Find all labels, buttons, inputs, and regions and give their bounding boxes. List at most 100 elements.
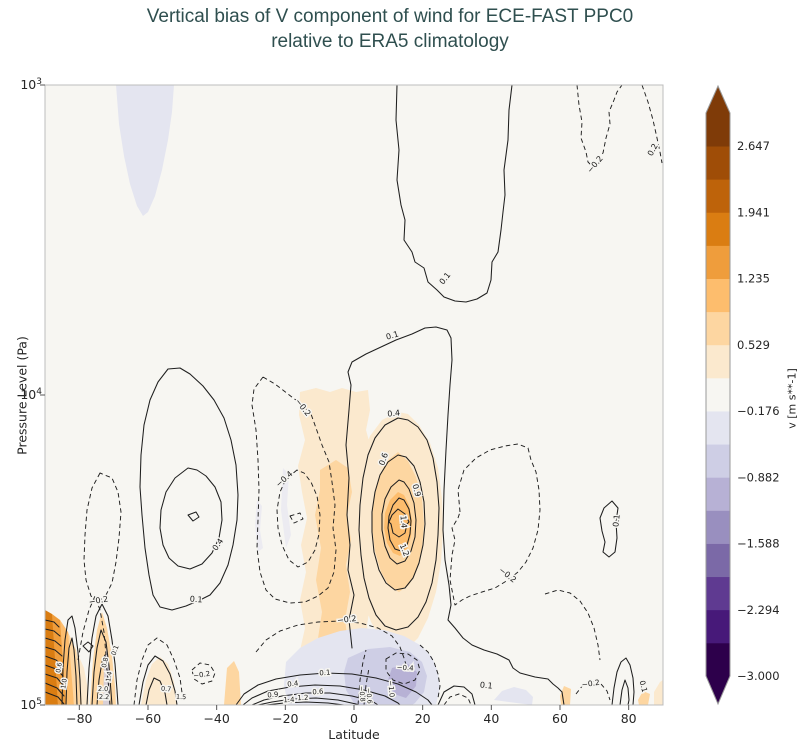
colorbar-band bbox=[706, 576, 730, 611]
contour-0p4-bullseye bbox=[358, 417, 440, 631]
contour-label: 0.1 bbox=[319, 669, 331, 678]
x-tick-label: −20 bbox=[272, 711, 298, 726]
colorbar-band bbox=[706, 113, 730, 147]
contour-sp-line bbox=[44, 682, 65, 697]
contour-label: 0.1 bbox=[479, 680, 493, 690]
colorbar-band bbox=[706, 444, 730, 478]
contour-1p2-bullseye bbox=[387, 497, 412, 552]
fill-bullseye-core bbox=[384, 492, 412, 556]
colorbar-tick-label: 1.235 bbox=[737, 272, 770, 286]
colorbar-tick-label: 0.529 bbox=[737, 338, 770, 352]
x-ticks: −80 −60 −40 −20 0 20 40 60 80 bbox=[66, 705, 637, 726]
contour-m0p2-surface-left-blob bbox=[191, 662, 216, 685]
fill-sp-strip-3 bbox=[60, 620, 74, 705]
contour-surface-arc-0p9 bbox=[257, 697, 359, 706]
fill-tiny-orange-2 bbox=[638, 691, 650, 705]
contour-label: 1.4 bbox=[399, 515, 409, 528]
colorbar-tick-label: −1.588 bbox=[737, 537, 780, 551]
x-tick-label: −40 bbox=[203, 711, 229, 726]
colorbar-band bbox=[706, 609, 730, 644]
contour-0p9-bullseye bbox=[381, 479, 417, 565]
contour-0p4-left-oval bbox=[159, 467, 223, 570]
contour-0p1-right-arc bbox=[599, 500, 619, 558]
colorbar-band bbox=[706, 245, 730, 279]
contour-sp-circle bbox=[82, 641, 94, 653]
contour-sp-hill-inner bbox=[145, 677, 168, 706]
contour-sp-line bbox=[44, 646, 63, 657]
colorbar-band bbox=[706, 179, 730, 213]
fill-small-orange-surface bbox=[224, 661, 241, 705]
contour-sp-tower2-inner2 bbox=[96, 654, 111, 706]
chart-title-line1: Vertical bias of V component of wind for… bbox=[146, 6, 634, 27]
contour-sp-line bbox=[44, 637, 62, 647]
colorbar-band bbox=[706, 510, 730, 544]
contour-label: 0.4 bbox=[287, 679, 299, 688]
contour-label: 2.0 bbox=[98, 685, 109, 693]
contour-label: 1.4 bbox=[283, 696, 295, 704]
colorbar-tick-label: −0.882 bbox=[737, 470, 780, 484]
contour-lines-dashed bbox=[77, 84, 663, 706]
contour-label: 1.4 bbox=[104, 671, 114, 683]
contour-sp-tower2 bbox=[86, 603, 119, 706]
contour-sp-hill-dashed bbox=[133, 637, 184, 706]
contour-label: 1.0 bbox=[59, 678, 69, 690]
contour-sp-line bbox=[44, 655, 64, 667]
contour-m0p4-surface-blob bbox=[385, 652, 421, 685]
colorbar: −3.000 −2.294 −1.588 −0.882 −0.176 0.529 1.235… bbox=[705, 84, 780, 706]
contour-m0p2-center-blob bbox=[251, 376, 337, 604]
contour-m0p2-surface-wide bbox=[255, 620, 408, 669]
contour-right-tower-inner bbox=[619, 679, 630, 706]
colorbar-tick-label: 1.941 bbox=[737, 205, 770, 219]
contour-m0p4-center-oval bbox=[276, 469, 321, 568]
contour-surface-dash-right bbox=[419, 644, 441, 699]
fill-negative-top-lobe bbox=[116, 85, 174, 216]
fill-tiny-orange-3 bbox=[654, 680, 663, 705]
contour-m0p4-tiny bbox=[289, 512, 304, 524]
colorbar-outline bbox=[705, 84, 731, 706]
contour-label: 0.6 bbox=[54, 662, 64, 674]
contour-m0p2-right-blob bbox=[449, 443, 541, 606]
fill-faint-purple-streak-1 bbox=[281, 468, 291, 548]
colorbar-band bbox=[706, 642, 730, 677]
contour-label: −0.6 bbox=[364, 688, 373, 704]
colorbar-band bbox=[706, 411, 730, 445]
contour-surface-arc-0p4 bbox=[242, 684, 401, 706]
chart-title-line2: relative to ERA5 climatology bbox=[271, 31, 509, 52]
colorbar-bands bbox=[706, 113, 730, 677]
y-tick-label-1000: 103 bbox=[20, 77, 42, 93]
contour-m0p2-surface-right bbox=[575, 680, 611, 701]
colorbar-band bbox=[706, 543, 730, 578]
contour-label: −0.4 bbox=[396, 663, 414, 672]
colorbar-tick-labels: −3.000 −2.294 −1.588 −0.882 −0.176 0.529 1.235… bbox=[737, 139, 780, 683]
contour-sp-tower1-inner bbox=[65, 637, 78, 706]
contour-label: −0.8 bbox=[357, 686, 366, 702]
colorbar-band bbox=[706, 278, 730, 313]
x-axis-label: Latitude bbox=[328, 727, 380, 742]
contour-surface-arc-1p2 bbox=[265, 701, 345, 706]
contour-label: 0.8 bbox=[100, 657, 110, 669]
contour-label: 2.2 bbox=[99, 693, 110, 701]
x-tick-label: −60 bbox=[135, 711, 161, 726]
colorbar-tick-label: −2.294 bbox=[737, 603, 780, 617]
contour-label: 0.1 bbox=[611, 514, 621, 528]
contour-sp-hill-outer bbox=[138, 655, 178, 706]
contour-1p4-bullseye bbox=[388, 508, 410, 538]
contour-label: −0.2 bbox=[337, 614, 357, 625]
x-tick-label: 0 bbox=[350, 711, 358, 726]
contour-0p6-bullseye bbox=[371, 454, 426, 591]
colorbar-tick-label: −0.176 bbox=[737, 404, 780, 418]
x-tick-label: −80 bbox=[66, 711, 92, 726]
contour-right-tower bbox=[611, 657, 635, 706]
x-tick-label: 80 bbox=[621, 711, 637, 726]
colorbar-arrow-top bbox=[706, 86, 730, 113]
contour-surface-right-arc bbox=[437, 685, 476, 706]
contour-m0p2-top-V bbox=[576, 84, 623, 167]
contour-sp-dashed-rise bbox=[77, 595, 107, 661]
contour-left-tiny-blob bbox=[187, 511, 200, 522]
contour-label: 0.1 bbox=[190, 595, 203, 605]
contour-surface-arc-0p6 bbox=[251, 692, 379, 706]
contour-label: 0.7 bbox=[161, 685, 172, 694]
colorbar-tick-label: −3.000 bbox=[737, 669, 780, 683]
colorbar-band bbox=[706, 344, 730, 379]
